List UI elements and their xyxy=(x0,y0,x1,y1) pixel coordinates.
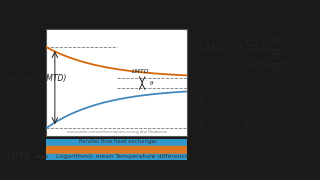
Text: $\theta$: $\theta$ xyxy=(149,79,155,87)
Bar xyxy=(46,154,187,160)
Text: $\theta_1=T_{hi}-T_{ci}$: $\theta_1=T_{hi}-T_{ci}$ xyxy=(198,98,254,110)
Text: Q=U×A×(LMTD): Q=U×A×(LMTD) xyxy=(3,74,67,83)
Text: $\Longrightarrow$: $\Longrightarrow$ xyxy=(34,152,49,161)
Bar xyxy=(46,139,187,146)
Text: www.youtube.com/user/thermodynamicsenergy Arun Manabarean: www.youtube.com/user/thermodynamicsenerg… xyxy=(67,130,167,134)
Text: LMTD: LMTD xyxy=(132,69,149,74)
Text: $T_{ho}$: $T_{ho}$ xyxy=(191,73,204,83)
Text: Logarithmic mean Temperature difference: Logarithmic mean Temperature difference xyxy=(56,154,189,159)
Text: $T_{hi}$: $T_{hi}$ xyxy=(30,42,41,52)
Text: Parallel flow heat exchanger: Parallel flow heat exchanger xyxy=(79,139,157,144)
Text: $\theta_2=T_{ho}-T_{co}$: $\theta_2=T_{ho}-T_{co}$ xyxy=(198,120,258,132)
Text: $LMTD=\dfrac{\theta_2-\theta_1}{Log_e\dfrac{\theta_2}{\theta_1}}$: $LMTD=\dfrac{\theta_2-\theta_1}{Log_e\df… xyxy=(198,34,288,79)
Text: LMTD: LMTD xyxy=(6,152,31,161)
Text: $T_{ci}$: $T_{ci}$ xyxy=(30,123,41,133)
Text: $T_{co}$: $T_{co}$ xyxy=(191,87,203,97)
Bar xyxy=(46,146,187,154)
